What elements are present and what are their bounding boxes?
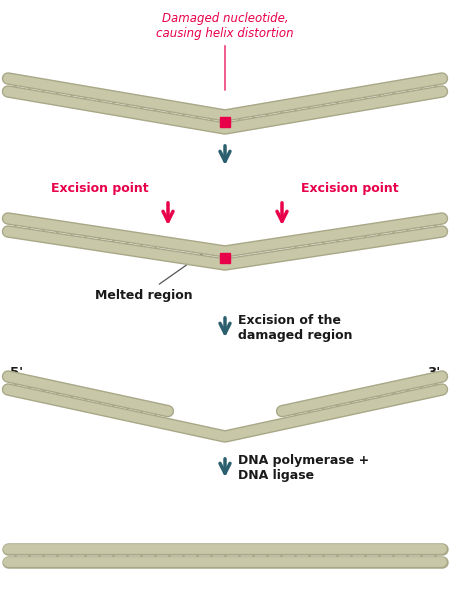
Text: Excision of the
damaged region: Excision of the damaged region: [238, 314, 352, 342]
Text: Melted region: Melted region: [95, 254, 203, 302]
Text: Damaged nucleotide,
causing helix distortion: Damaged nucleotide, causing helix distor…: [156, 12, 294, 90]
Text: 5': 5': [10, 365, 23, 379]
Text: 3': 3': [427, 365, 440, 379]
Text: Excision point: Excision point: [301, 182, 399, 195]
Text: Excision point: Excision point: [51, 182, 149, 195]
Text: DNA polymerase +
DNA ligase: DNA polymerase + DNA ligase: [238, 454, 369, 482]
